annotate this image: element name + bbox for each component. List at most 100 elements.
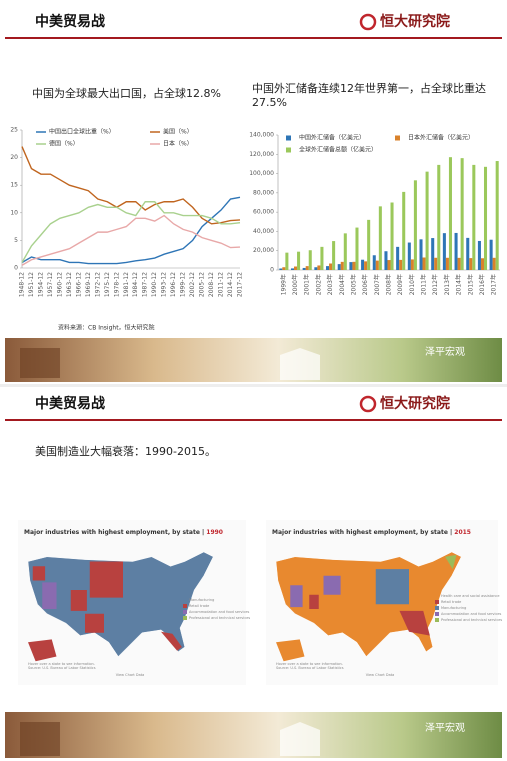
- bar: [378, 206, 382, 270]
- y-tick-label: 120,000: [249, 151, 274, 158]
- legend-swatch: [286, 135, 291, 141]
- line-series: [21, 214, 241, 266]
- line-series: [21, 201, 241, 263]
- legend-swatch: [183, 604, 187, 608]
- x-tick-label: 2014-12: [227, 272, 234, 297]
- bar: [384, 251, 388, 270]
- legend-label: 美国（%）: [163, 128, 193, 136]
- x-tick-label: 1972-12: [94, 272, 101, 297]
- map-title: Major industries with highest employment…: [272, 529, 471, 536]
- map-link[interactable]: View Chart Data: [116, 673, 145, 677]
- x-tick-label: 1993-12: [161, 272, 168, 297]
- x-tick-label: 1951-12: [28, 272, 35, 297]
- legend-label: Retail trade: [189, 604, 209, 608]
- bar: [457, 257, 461, 270]
- y-tick-label: 40,000: [253, 228, 274, 235]
- header-title: 中美贸易战: [35, 395, 105, 412]
- map-note: Hover over a state to see information.: [276, 662, 343, 666]
- bar: [282, 267, 286, 270]
- bar: [364, 261, 368, 270]
- chart-title-box: 中国外汇储备连续12年世界第一，占全球比重达27.5%: [252, 82, 486, 109]
- source: 资料来源：CB Insight，恒大研究院: [58, 324, 155, 332]
- bar: [402, 191, 406, 270]
- legend-swatch: [183, 610, 187, 614]
- legend-label: Manufacturing: [189, 598, 214, 602]
- bar: [308, 250, 312, 270]
- map-title-text: Major industries with highest employment…: [272, 529, 452, 536]
- x-tick-label: 1954-12: [37, 272, 44, 297]
- bar: [297, 251, 301, 270]
- banner-building: [20, 348, 60, 378]
- x-tick-label: 2015年: [466, 274, 474, 295]
- bar: [407, 242, 411, 270]
- bar: [349, 262, 353, 270]
- x-tick-label: 1999年: [279, 274, 287, 295]
- x-tick-label: 2017年: [490, 274, 498, 295]
- x-tick-label: 1996-12: [170, 272, 177, 297]
- bar: [317, 265, 321, 270]
- bar: [477, 240, 481, 270]
- legend-label: 日本外汇储备（亿美元）: [408, 134, 474, 142]
- legend-label: 中国出口全球比重（%）: [49, 128, 115, 136]
- banner: [5, 712, 502, 758]
- legend-swatch: [435, 594, 439, 598]
- bar: [340, 261, 344, 270]
- x-tick-label: 1948-12: [19, 272, 26, 297]
- bar: [302, 267, 306, 270]
- bar: [492, 257, 496, 270]
- bar: [343, 233, 347, 270]
- y-tick-label: 140,000: [249, 132, 274, 139]
- bar: [454, 232, 458, 270]
- x-tick-label: 1966-12: [75, 272, 82, 297]
- legend-swatch: [435, 606, 439, 610]
- legend-swatch: [395, 135, 400, 141]
- bar: [422, 257, 426, 270]
- bar: [466, 237, 470, 270]
- slide-gap: [0, 384, 507, 387]
- header-title: 中美贸易战: [35, 13, 105, 30]
- bar-chart: 0 20,000 40,000 60,000 80,000 100,000 120,000 1…: [249, 132, 500, 295]
- x-tick-label: 2010年: [408, 274, 416, 295]
- x-tick-label: 2008年: [385, 274, 393, 295]
- legend-label: 德国（%）: [49, 140, 79, 148]
- legend-label: Accommodation and food services: [441, 612, 502, 616]
- y-tick-label: 100,000: [249, 170, 274, 177]
- bar: [442, 233, 446, 270]
- map-link[interactable]: View Chart Data: [366, 673, 395, 677]
- bar: [480, 258, 484, 270]
- x-tick-label: 1975-12: [104, 272, 111, 297]
- logo-icon: [359, 395, 377, 413]
- legend-label: Manufacturing: [441, 606, 466, 610]
- bar: [285, 252, 289, 270]
- map-year: 2015: [454, 529, 471, 536]
- bar: [290, 268, 295, 270]
- x-tick-label: 2001年: [303, 274, 311, 295]
- y-tick-label: 20: [10, 154, 18, 161]
- bar: [437, 164, 441, 270]
- subtitle: 美国制造业大幅衰落：1990-2015。: [35, 444, 216, 458]
- bar: [361, 259, 365, 270]
- legend-swatch: [286, 147, 291, 153]
- logo-icon: [359, 13, 377, 31]
- y-tick-label: 80,000: [253, 189, 274, 196]
- legend-swatch: [183, 598, 187, 602]
- x-tick-label: 1978-12: [113, 272, 120, 297]
- bar: [483, 166, 488, 270]
- bar: [352, 261, 356, 270]
- map-title: Major industries with highest employment…: [24, 529, 223, 536]
- bar: [305, 266, 309, 270]
- x-tick-label: 2004年: [338, 274, 346, 295]
- x-tick-label: 2002-12: [189, 272, 196, 297]
- map-note: Source: U.S. Bureau of Labor Statistics: [276, 666, 344, 670]
- map: [27, 551, 214, 662]
- bar: [332, 241, 336, 270]
- bar: [396, 246, 400, 270]
- map-year: 1990: [206, 529, 223, 536]
- x-tick-label: 2009年: [396, 274, 404, 295]
- bar: [294, 266, 298, 270]
- x-tick-label: 1981-12: [123, 272, 130, 297]
- x-tick-label: 2000年: [291, 274, 299, 295]
- bar: [355, 227, 359, 270]
